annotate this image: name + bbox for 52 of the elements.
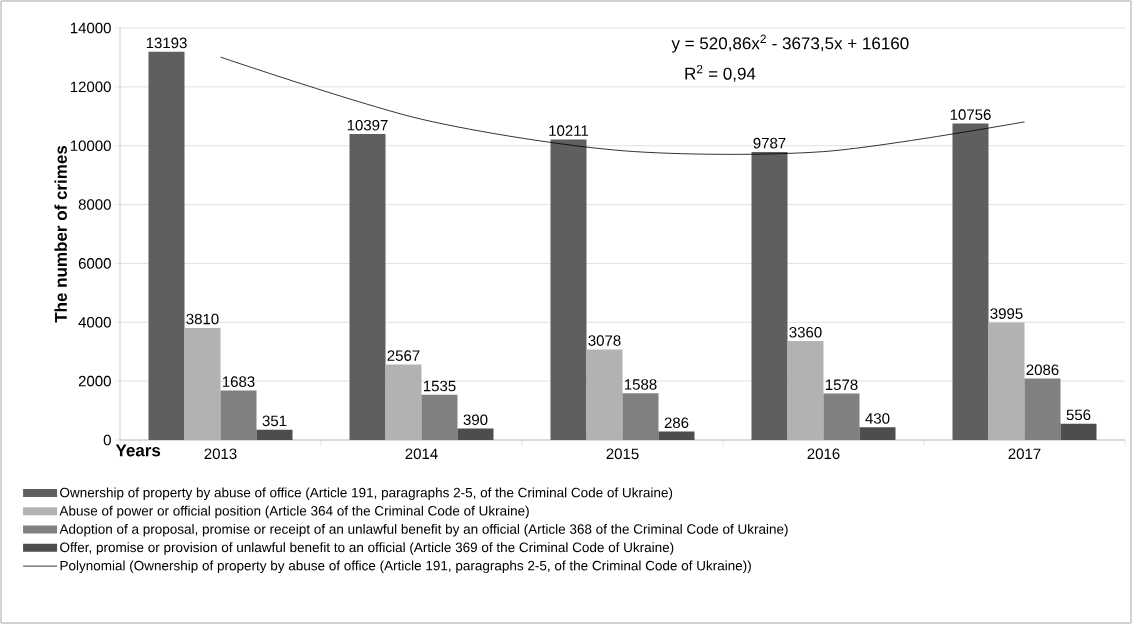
x-tick-label: 2013 [204, 448, 237, 460]
y-tick-label: 2000 [78, 375, 111, 387]
data-label: 3810 [186, 313, 219, 325]
y-tick-label: 12000 [70, 81, 111, 93]
bar [1060, 423, 1097, 440]
data-label: 3360 [789, 326, 822, 338]
data-label: 390 [463, 414, 488, 425]
legend-label: Polynomial (Ownership of property by abuse of office (Article 191, paragraphs 2-5, of the Criminal Code of Ukraine)) [60, 560, 751, 574]
y-axis-title: The number of crimes [54, 145, 67, 323]
y-tick-label: 8000 [78, 199, 111, 210]
bar [751, 151, 788, 440]
legend-label: Abuse of power or official position (Article 364 of the Criminal Code of Ukraine) [59, 505, 529, 519]
y-tick-label: 0 [103, 434, 111, 446]
data-label: 10397 [347, 119, 388, 131]
bar [550, 139, 587, 440]
data-label: 556 [1066, 409, 1091, 421]
data-label: 286 [664, 417, 689, 429]
y-tick-label: 4000 [78, 316, 111, 328]
bar [457, 428, 494, 440]
annotation: R$^{2}$ = 0,94 [685, 64, 756, 82]
legend-label: Ownership of property by abuse of office (Article 191, paragraphs 2-5, of the Criminal Code of Ukraine) [60, 487, 673, 501]
legend-label: Adoption of a proposal, promise or receipt of an unlawful benefit by an official (Article 368 of the Criminal Code of Ukraine) [59, 523, 788, 537]
x-tick-label: 2016 [807, 448, 840, 460]
bar [256, 429, 293, 440]
data-label: 430 [865, 413, 890, 424]
x-tick-label: 2017 [1008, 448, 1041, 460]
x-tick-label: 2015 [606, 448, 639, 460]
annotation: y = 520,86x$^{2}$ - 3673,5x + 16160 [671, 34, 909, 53]
x-tick-label: 2014 [405, 448, 438, 460]
data-label: 3078 [588, 335, 621, 346]
bar [859, 427, 896, 440]
data-label: 10211 [549, 125, 589, 136]
data-label: 351 [262, 415, 287, 427]
y-tick-label: 14000 [70, 22, 111, 34]
data-label: 2567 [387, 350, 420, 361]
y-tick-label: 6000 [78, 258, 111, 269]
bar [349, 134, 386, 440]
bar [952, 123, 989, 440]
data-label: 9787 [753, 137, 786, 149]
y-tick-label: 10000 [70, 140, 111, 152]
data-label: 2086 [1026, 364, 1059, 376]
bar [658, 431, 695, 440]
data-label: 1535 [423, 380, 456, 392]
x-axis-title: Years [115, 444, 161, 457]
legend-label: Offer, promise or provision of unlawful benefit to an official (Article 369 of the Criminal Code of Ukraine) [60, 542, 674, 555]
data-label: 1588 [624, 379, 657, 390]
data-label: 1578 [825, 379, 858, 391]
data-label: 1683 [222, 376, 255, 387]
data-label: 10756 [950, 109, 991, 120]
data-label: 3995 [990, 308, 1023, 319]
data-label: 13193 [146, 37, 187, 49]
bar [148, 51, 185, 440]
